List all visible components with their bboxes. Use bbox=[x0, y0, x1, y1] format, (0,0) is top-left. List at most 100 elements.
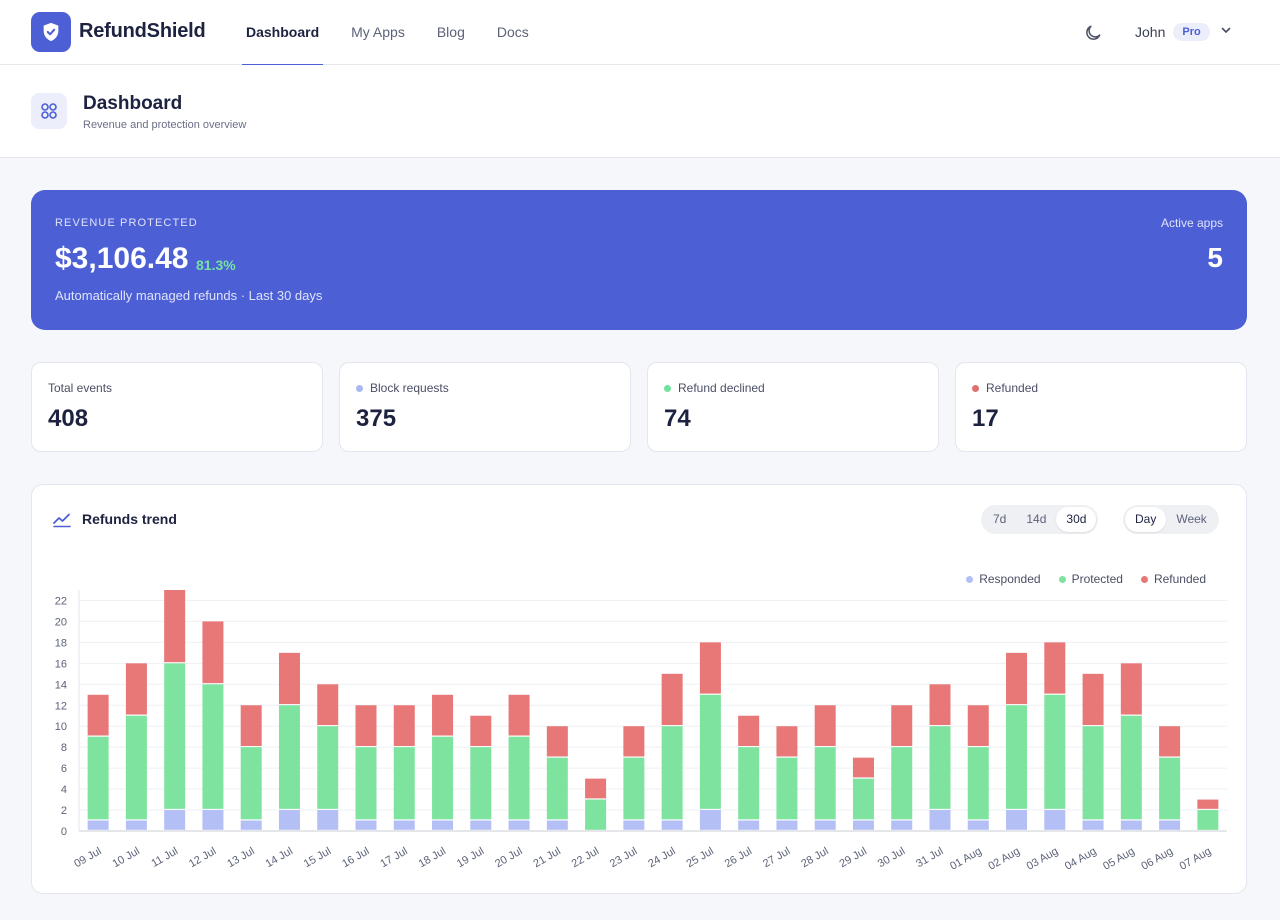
legend-item-refunded[interactable]: Refunded bbox=[1140, 572, 1206, 586]
bar-segment-protected[interactable] bbox=[355, 747, 377, 820]
bar-segment-refunded[interactable] bbox=[125, 663, 147, 715]
bar-segment-refunded[interactable] bbox=[317, 684, 339, 726]
bar-segment-refunded[interactable] bbox=[661, 673, 683, 726]
bar-segment-responded[interactable] bbox=[164, 810, 186, 830]
bar-segment-responded[interactable] bbox=[1159, 820, 1181, 830]
bar-segment-refunded[interactable] bbox=[967, 705, 989, 746]
bar-segment-refunded[interactable] bbox=[470, 715, 492, 746]
granularity-week-button[interactable]: Week bbox=[1176, 512, 1207, 526]
bar-segment-refunded[interactable] bbox=[929, 684, 951, 726]
bar-segment-protected[interactable] bbox=[738, 747, 760, 820]
range-14d-button[interactable]: 14d bbox=[1026, 512, 1047, 526]
bar-segment-protected[interactable] bbox=[661, 726, 683, 820]
shield-check-icon[interactable] bbox=[31, 12, 71, 52]
bar-segment-refunded[interactable] bbox=[699, 642, 721, 694]
bar-segment-responded[interactable] bbox=[202, 810, 224, 830]
bar-segment-responded[interactable] bbox=[355, 820, 377, 830]
granularity-day-button[interactable]: Day bbox=[1125, 507, 1167, 532]
bar-segment-refunded[interactable] bbox=[891, 705, 913, 746]
bar-segment-refunded[interactable] bbox=[278, 652, 300, 705]
bar-segment-protected[interactable] bbox=[1120, 715, 1142, 820]
bar-segment-responded[interactable] bbox=[508, 820, 530, 830]
bar-segment-protected[interactable] bbox=[240, 747, 262, 820]
bar-segment-responded[interactable] bbox=[623, 820, 645, 830]
legend-item-responded[interactable]: Responded bbox=[966, 572, 1041, 586]
brand-name[interactable]: RefundShield bbox=[79, 20, 206, 42]
bar-segment-protected[interactable] bbox=[1082, 726, 1104, 820]
bar-segment-refunded[interactable] bbox=[240, 705, 262, 746]
nav-item-blog[interactable]: Blog bbox=[436, 24, 465, 40]
bar-segment-refunded[interactable] bbox=[393, 705, 415, 746]
bar-segment-responded[interactable] bbox=[393, 820, 415, 830]
bar-segment-refunded[interactable] bbox=[852, 757, 874, 778]
bar-segment-refunded[interactable] bbox=[87, 694, 109, 736]
bar-segment-protected[interactable] bbox=[508, 736, 530, 820]
bar-segment-protected[interactable] bbox=[1006, 705, 1028, 809]
bar-segment-protected[interactable] bbox=[891, 747, 913, 820]
bar-segment-refunded[interactable] bbox=[1082, 673, 1104, 726]
bar-segment-refunded[interactable] bbox=[1006, 652, 1028, 705]
bar-segment-responded[interactable] bbox=[278, 810, 300, 830]
bar-segment-refunded[interactable] bbox=[1044, 642, 1066, 694]
bar-segment-refunded[interactable] bbox=[738, 715, 760, 746]
legend-item-protected[interactable]: Protected bbox=[1058, 572, 1123, 586]
bar-segment-protected[interactable] bbox=[432, 736, 454, 820]
bar-segment-refunded[interactable] bbox=[202, 621, 224, 684]
moon-icon[interactable] bbox=[1082, 22, 1104, 44]
bar-segment-responded[interactable] bbox=[1006, 810, 1028, 830]
bar-segment-protected[interactable] bbox=[623, 757, 645, 820]
bar-segment-responded[interactable] bbox=[814, 820, 836, 830]
bar-segment-protected[interactable] bbox=[125, 715, 147, 820]
bar-segment-responded[interactable] bbox=[1044, 810, 1066, 830]
bar-segment-protected[interactable] bbox=[776, 757, 798, 820]
bar-segment-refunded[interactable] bbox=[164, 590, 186, 663]
bar-segment-refunded[interactable] bbox=[776, 726, 798, 757]
bar-segment-responded[interactable] bbox=[546, 820, 568, 830]
nav-item-docs[interactable]: Docs bbox=[496, 24, 529, 40]
bar-segment-responded[interactable] bbox=[852, 820, 874, 830]
bar-segment-protected[interactable] bbox=[317, 726, 339, 809]
bar-segment-refunded[interactable] bbox=[623, 726, 645, 757]
bar-segment-responded[interactable] bbox=[661, 820, 683, 830]
bar-segment-protected[interactable] bbox=[202, 684, 224, 809]
bar-segment-refunded[interactable] bbox=[1159, 726, 1181, 757]
bar-segment-protected[interactable] bbox=[470, 747, 492, 820]
bar-segment-responded[interactable] bbox=[929, 810, 951, 830]
range-30d-button[interactable]: 30d bbox=[1056, 507, 1097, 532]
bar-segment-responded[interactable] bbox=[470, 820, 492, 830]
bar-segment-protected[interactable] bbox=[1044, 694, 1066, 809]
range-7d-button[interactable]: 7d bbox=[993, 512, 1007, 526]
bar-segment-protected[interactable] bbox=[1197, 810, 1219, 830]
bar-segment-protected[interactable] bbox=[87, 736, 109, 820]
bar-segment-responded[interactable] bbox=[891, 820, 913, 830]
bar-segment-protected[interactable] bbox=[929, 726, 951, 809]
bar-segment-protected[interactable] bbox=[699, 694, 721, 809]
user-menu[interactable]: John Pro bbox=[1135, 20, 1232, 44]
bar-segment-protected[interactable] bbox=[164, 663, 186, 809]
bar-segment-responded[interactable] bbox=[87, 820, 109, 830]
bar-segment-responded[interactable] bbox=[1082, 820, 1104, 830]
bar-segment-responded[interactable] bbox=[240, 820, 262, 830]
bar-segment-responded[interactable] bbox=[699, 810, 721, 830]
bar-segment-refunded[interactable] bbox=[585, 778, 607, 799]
bar-segment-responded[interactable] bbox=[776, 820, 798, 830]
bar-segment-responded[interactable] bbox=[1120, 820, 1142, 830]
bar-segment-refunded[interactable] bbox=[546, 726, 568, 757]
bar-segment-protected[interactable] bbox=[814, 747, 836, 820]
bar-segment-protected[interactable] bbox=[967, 747, 989, 820]
bar-segment-responded[interactable] bbox=[967, 820, 989, 830]
nav-item-dashboard[interactable]: Dashboard bbox=[242, 0, 324, 66]
bar-segment-refunded[interactable] bbox=[355, 705, 377, 746]
bar-segment-responded[interactable] bbox=[432, 820, 454, 830]
bar-segment-protected[interactable] bbox=[546, 757, 568, 820]
bar-segment-refunded[interactable] bbox=[508, 694, 530, 736]
nav-item-my-apps[interactable]: My Apps bbox=[351, 24, 405, 40]
bar-segment-refunded[interactable] bbox=[814, 705, 836, 746]
bar-segment-refunded[interactable] bbox=[1197, 799, 1219, 809]
bar-segment-responded[interactable] bbox=[317, 810, 339, 830]
bar-segment-protected[interactable] bbox=[585, 799, 607, 830]
bar-segment-protected[interactable] bbox=[1159, 757, 1181, 820]
bar-segment-refunded[interactable] bbox=[1120, 663, 1142, 715]
bar-segment-refunded[interactable] bbox=[432, 694, 454, 736]
bar-segment-protected[interactable] bbox=[852, 778, 874, 820]
